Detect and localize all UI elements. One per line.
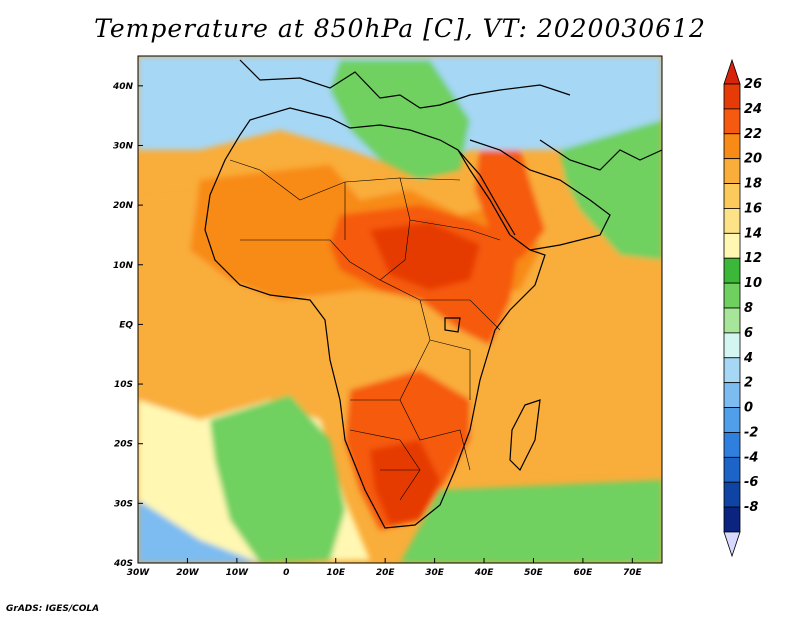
y-tick-label: 10S: [114, 380, 133, 390]
colorbar-swatch: [723, 307, 741, 334]
x-tick-label: 20E: [376, 568, 396, 578]
field-southern-core: [370, 440, 440, 525]
colorbar-label: 0: [744, 401, 753, 416]
colorbar-swatch: [723, 108, 741, 135]
field-south-cold: [138, 500, 260, 563]
colorbar-swatch: [723, 382, 741, 408]
colorbar-swatch: [723, 357, 741, 384]
x-tick-label: 0: [283, 568, 289, 578]
field-central-core: [370, 222, 480, 290]
y-tick-label: 40S: [113, 559, 133, 569]
x-tick-label: 40E: [474, 568, 495, 578]
colorbar-swatch: [723, 432, 741, 458]
colorbar-swatch: [723, 232, 741, 259]
colorbar-bottom-arrow: [723, 531, 741, 558]
colorbar-swatch: [723, 506, 741, 533]
colorbar-label: 14: [744, 226, 762, 241]
colorbar-swatch: [723, 133, 741, 160]
x-tick-label: 70E: [623, 568, 643, 578]
colorbar-label: -6: [744, 475, 758, 490]
arabia-coastline: [469, 139, 611, 251]
y-tick-label: 20S: [114, 440, 133, 450]
colorbar-label: 10: [744, 276, 762, 291]
persian-gulf: [539, 139, 662, 171]
x-tick-label: 10W: [226, 568, 250, 578]
lake-victoria: [444, 317, 461, 333]
colorbar-label: 4: [743, 351, 753, 366]
colorbar-swatch: [723, 407, 741, 433]
chart-title: Temperature at 850hPa [C], VT: 202003061…: [94, 14, 706, 43]
y-tick-label: 30N: [113, 141, 134, 151]
colorbar-swatch: [723, 282, 741, 309]
colorbar-swatch: [723, 332, 741, 359]
y-tick-label: 30S: [114, 499, 133, 509]
y-tick-label: EQ: [119, 320, 133, 330]
field-arabia-green: [560, 120, 662, 260]
colorbar-label: 2: [744, 376, 753, 391]
border-lines: [229, 159, 501, 501]
x-tick-label: 30W: [127, 568, 151, 578]
x-tick-label: 50E: [524, 568, 544, 578]
colorbar-label: 26: [744, 77, 762, 92]
x-tick-label: 10E: [326, 568, 346, 578]
colorbar-label: 24: [744, 102, 762, 117]
field-south-atlantic-green: [210, 395, 345, 563]
colorbar-label: 12: [744, 251, 762, 266]
temperature-field: [138, 56, 662, 563]
colorbar-swatch: [723, 481, 741, 508]
colorbar-label: -4: [744, 450, 758, 465]
colorbar-swatch: [723, 83, 741, 110]
y-tick-label: 10N: [113, 261, 134, 271]
colorbar-swatch: [723, 257, 741, 284]
africa-coastline: [204, 107, 546, 529]
grads-credit: GrADS: IGES/COLA: [6, 604, 100, 614]
colorbar-label: 6: [744, 326, 753, 341]
red-sea: [457, 149, 516, 236]
field-south-indian: [400, 480, 662, 563]
y-axis: 40N 30N 20N 10N EQ 10S 20S 30S 40S: [112, 82, 143, 569]
colorbar-label: 22: [744, 127, 762, 142]
y-tick-label: 40N: [112, 82, 134, 92]
map-frame: [137, 55, 663, 564]
colorbar-swatch: [723, 456, 741, 483]
colorbar-label: 16: [744, 201, 762, 216]
x-tick-label: 60E: [574, 568, 594, 578]
colorbar-label: 20: [744, 152, 762, 167]
x-tick-label: 30E: [425, 568, 445, 578]
colorbar-label: 8: [744, 301, 753, 316]
colorbar-swatch: [723, 183, 741, 209]
colorbar-label: 18: [744, 177, 762, 192]
y-tick-label: 20N: [113, 201, 134, 211]
madagascar: [509, 399, 541, 472]
colorbar-swatch: [723, 158, 741, 184]
colorbar-label: -2: [744, 425, 758, 440]
field-north-green: [330, 60, 470, 180]
country-borders: [229, 159, 501, 501]
colorbar-swatch: [723, 208, 741, 234]
x-tick-label: 20W: [176, 568, 200, 578]
colorbar-label: -8: [744, 500, 758, 515]
europe-coastline: [239, 59, 571, 109]
coastlines: [204, 59, 662, 529]
colorbar-top-arrow: [723, 58, 741, 85]
x-axis: 30W 20W 10W 0 10E 20E 30E 40E 50E 60E 70E: [127, 558, 643, 578]
